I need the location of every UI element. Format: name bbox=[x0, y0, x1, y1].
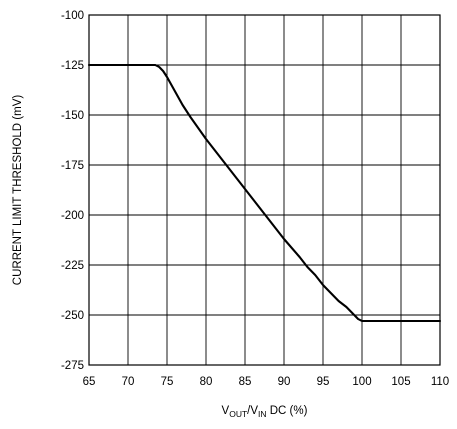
x-tick-label-4: 85 bbox=[239, 376, 252, 388]
x-axis-title-sub-in: IN bbox=[258, 409, 267, 419]
x-tick-label-6: 95 bbox=[317, 376, 330, 388]
x-axis-title-sub-out: OUT bbox=[229, 409, 247, 419]
x-tick-label-3: 80 bbox=[200, 376, 213, 388]
x-tick-label-8: 105 bbox=[391, 376, 410, 388]
series-line-0 bbox=[87, 63, 442, 323]
x-tick-label-2: 75 bbox=[161, 376, 174, 388]
y-tick-label-5: -225 bbox=[61, 260, 84, 272]
x-tick-label-9: 110 bbox=[431, 376, 449, 388]
y-tick-label-3: -175 bbox=[61, 160, 84, 172]
x-axis-title-mid: /V bbox=[247, 405, 258, 417]
y-tick-label-7: -275 bbox=[61, 360, 84, 372]
x-axis-title: VOUT/VIN DC (%) bbox=[222, 405, 308, 419]
x-axis-title-v1: V bbox=[222, 405, 230, 417]
y-axis-title: CURRENT LIMIT THRESHOLD (mV) bbox=[12, 95, 24, 286]
y-tick-label-2: -150 bbox=[61, 110, 84, 122]
x-tick-labels: 65 70 75 80 85 90 95 100 105 110 bbox=[83, 376, 450, 388]
series-group bbox=[87, 63, 442, 323]
x-tick-label-7: 100 bbox=[352, 376, 371, 388]
y-tick-label-0: -100 bbox=[61, 10, 84, 22]
y-tick-labels: -100 -125 -150 -175 -200 -225 -250 -275 bbox=[61, 10, 84, 372]
x-axis-title-tail: DC (%) bbox=[267, 405, 308, 417]
x-gridlines bbox=[88, 15, 441, 365]
y-gridlines bbox=[89, 14, 440, 366]
x-tick-label-5: 90 bbox=[278, 376, 291, 388]
plot-frame bbox=[88, 14, 441, 366]
x-tick-label-0: 65 bbox=[83, 376, 96, 388]
x-tick-label-1: 70 bbox=[122, 376, 135, 388]
y-tick-label-4: -200 bbox=[61, 210, 84, 222]
y-tick-label-1: -125 bbox=[61, 60, 84, 72]
y-tick-label-6: -250 bbox=[61, 310, 84, 322]
